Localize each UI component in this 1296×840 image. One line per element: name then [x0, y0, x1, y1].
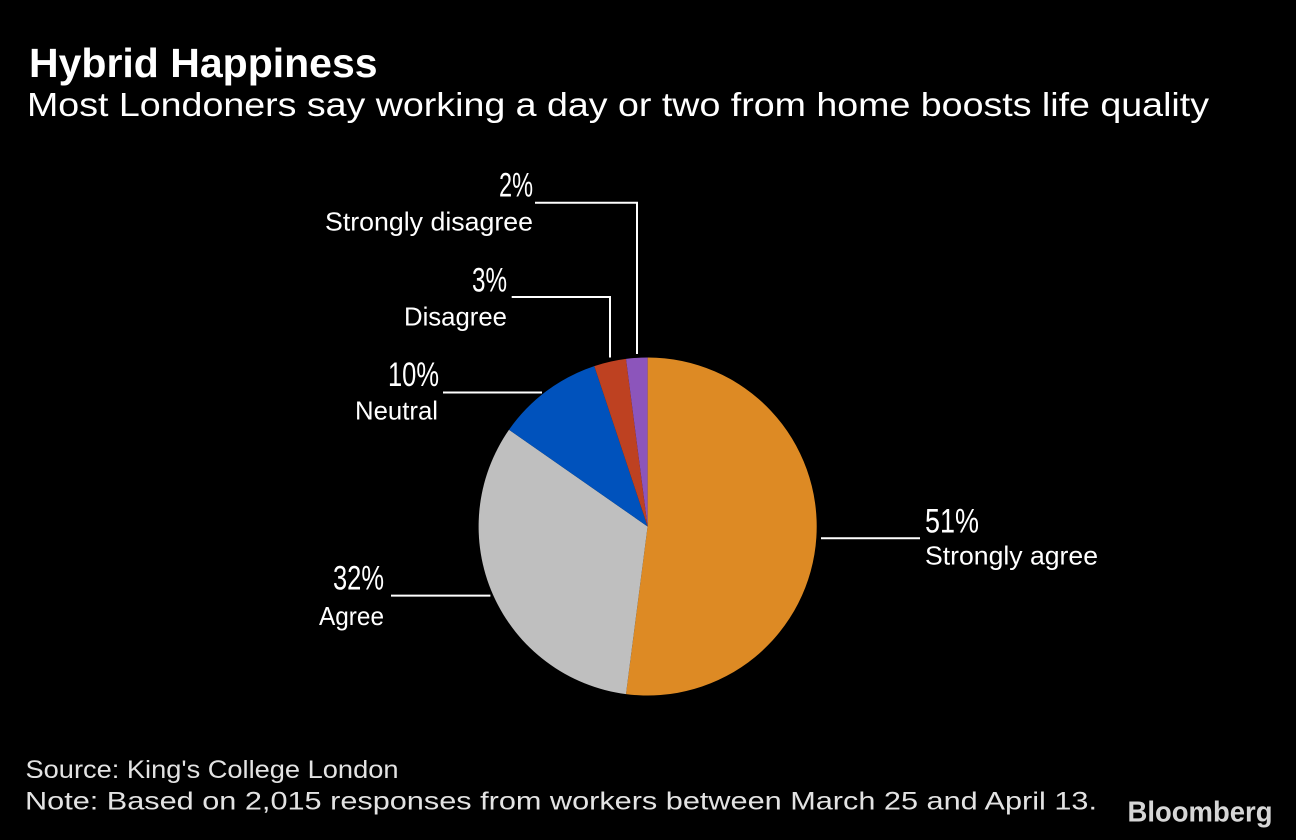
svg-text:3%: 3%: [472, 262, 507, 300]
svg-text:Bloomberg: Bloomberg: [1128, 797, 1273, 829]
svg-text:Agree: Agree: [319, 601, 384, 631]
svg-text:Disagree: Disagree: [404, 302, 507, 332]
svg-text:Most Londoners say working a d: Most Londoners say working a day or two …: [27, 86, 1210, 123]
svg-text:32%: 32%: [333, 560, 384, 598]
svg-text:2%: 2%: [499, 167, 533, 205]
svg-text:Strongly agree: Strongly agree: [925, 541, 1098, 571]
svg-text:Neutral: Neutral: [355, 395, 438, 425]
svg-text:10%: 10%: [388, 356, 439, 394]
svg-text:Strongly disagree: Strongly disagree: [325, 207, 533, 237]
svg-text:Hybrid Happiness: Hybrid Happiness: [29, 40, 378, 86]
svg-text:51%: 51%: [925, 503, 979, 541]
svg-text:Note: Based on 2,015 responses: Note: Based on 2,015 responses from work…: [25, 788, 1097, 816]
svg-text:Source: King's College London: Source: King's College London: [26, 756, 399, 784]
